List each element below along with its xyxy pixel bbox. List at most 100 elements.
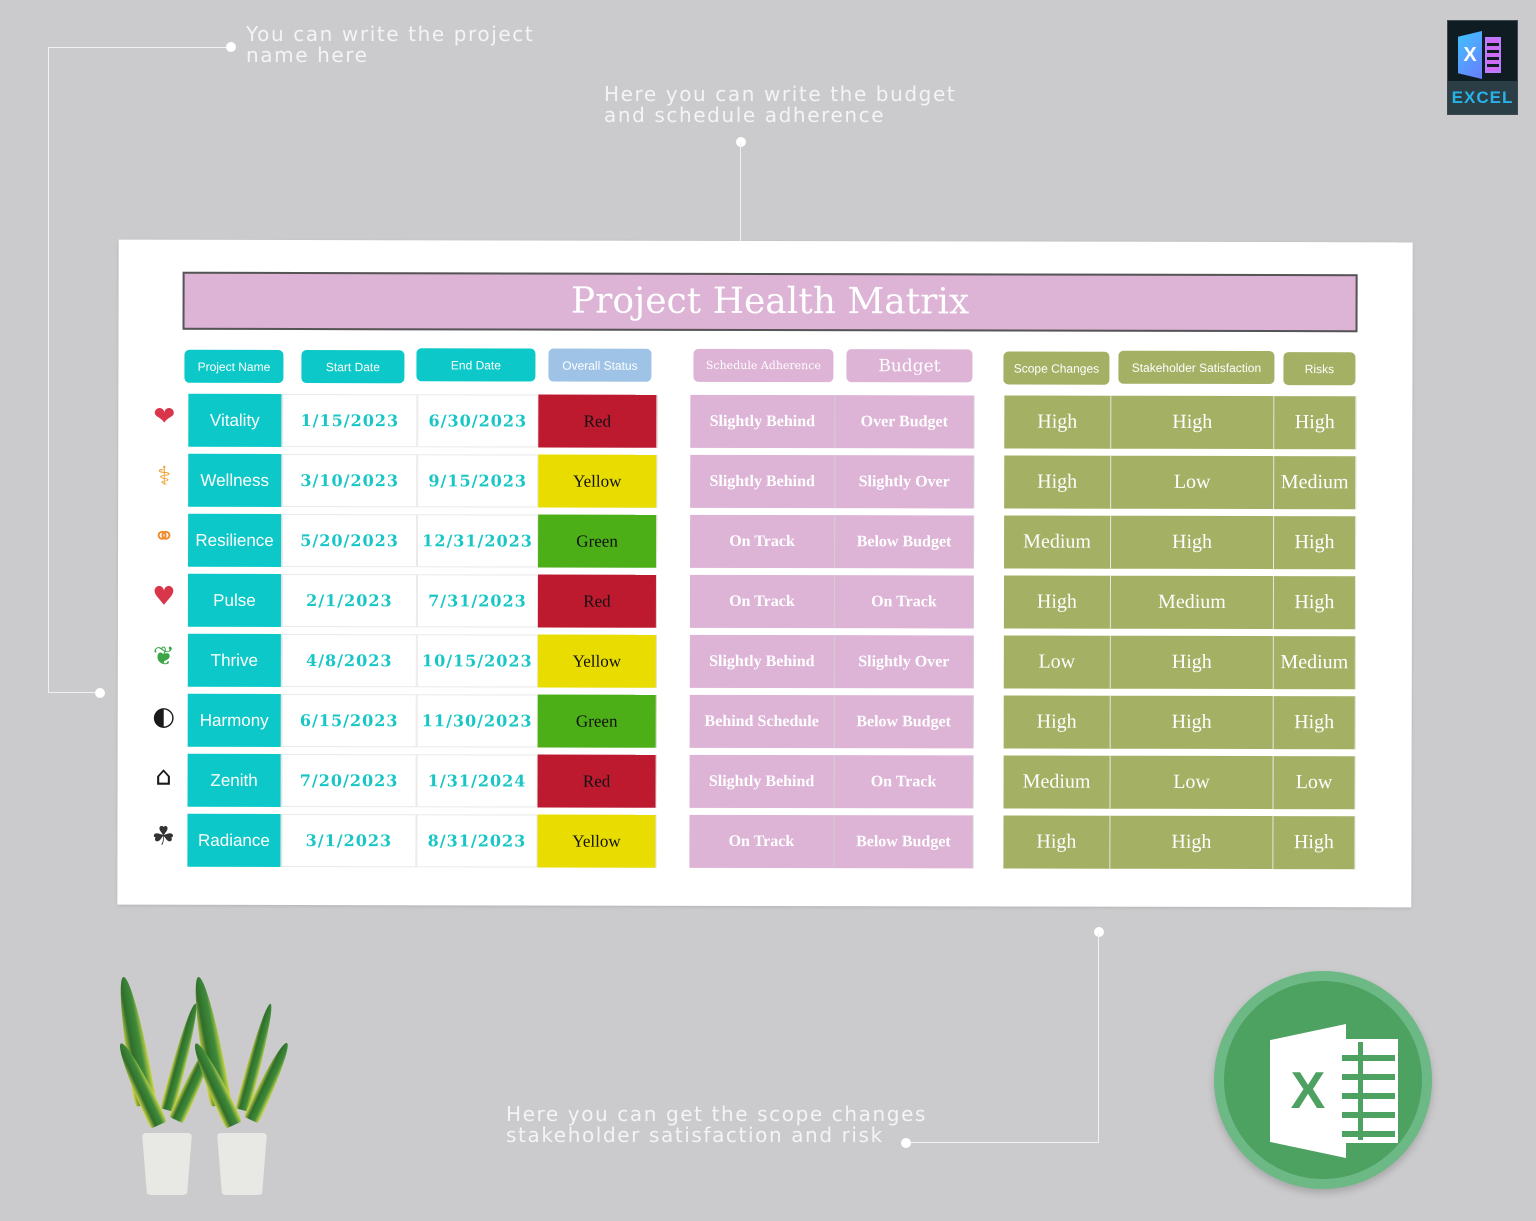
scope-changes-cell[interactable]: High xyxy=(1004,395,1112,449)
start-date-cell[interactable]: 5/20/2023 xyxy=(282,513,418,568)
project-name-cell[interactable]: Harmony xyxy=(187,693,282,747)
status-cell[interactable]: Green xyxy=(537,694,657,748)
schedule-adherence-cell[interactable]: Slightly Behind xyxy=(690,454,836,509)
status-cell[interactable]: Yellow xyxy=(538,454,658,508)
stakeholder-satisfaction-cell[interactable]: Low xyxy=(1110,755,1274,810)
schedule-adherence-cell[interactable]: On Track xyxy=(689,814,835,869)
budget-cell[interactable]: On Track xyxy=(834,755,974,809)
budget-cell[interactable]: Below Budget xyxy=(834,815,974,869)
risks-cell[interactable]: Low xyxy=(1273,756,1356,810)
start-date-cell[interactable]: 4/8/2023 xyxy=(281,633,417,688)
start-date-cell[interactable]: 7/20/2023 xyxy=(281,753,417,808)
budget-cell[interactable]: Below Budget xyxy=(834,695,974,749)
stakeholder-satisfaction-cell[interactable]: Medium xyxy=(1110,575,1274,630)
callout-dot xyxy=(736,137,746,147)
start-date-cell[interactable]: 2/1/2023 xyxy=(281,573,417,628)
risks-cell[interactable]: High xyxy=(1274,396,1357,450)
caring-hands-icon: ☘ xyxy=(151,821,176,852)
excel-logo-inner: X xyxy=(1224,981,1422,1179)
table-row: High High High xyxy=(1004,395,1357,450)
schedule-adherence-cell[interactable]: Behind Schedule xyxy=(689,694,835,749)
end-date-cell[interactable]: 7/31/2023 xyxy=(416,574,538,628)
scope-changes-cell[interactable]: Medium xyxy=(1004,515,1112,569)
budget-cell[interactable]: Slightly Over xyxy=(835,455,975,509)
header-schedule-adherence: Schedule Adherence xyxy=(693,348,834,383)
callout-line-project-name-v xyxy=(48,47,49,693)
schedule-adherence-cell[interactable]: Slightly Behind xyxy=(690,394,836,449)
risks-cell[interactable]: Medium xyxy=(1273,636,1356,690)
budget-cell[interactable]: On Track xyxy=(834,575,974,629)
end-date-cell[interactable]: 10/15/2023 xyxy=(416,634,538,688)
budget-cell[interactable]: Below Budget xyxy=(835,515,975,569)
header-overall-status: Overall Status xyxy=(548,348,652,382)
table-row: Vitality 1/15/2023 6/30/2023 Red xyxy=(188,393,658,448)
status-cell[interactable]: Red xyxy=(537,574,657,628)
project-name-cell[interactable]: Vitality xyxy=(188,393,283,447)
project-name-cell[interactable]: Thrive xyxy=(187,633,282,687)
project-info-table: Vitality 1/15/2023 6/30/2023 Red Wellness 3/1… xyxy=(187,393,658,875)
table-row: High High High xyxy=(1003,695,1356,750)
end-date-cell[interactable]: 8/31/2023 xyxy=(416,814,538,868)
scope-changes-cell[interactable]: Low xyxy=(1003,635,1111,689)
end-date-cell[interactable]: 11/30/2023 xyxy=(416,694,538,748)
risks-cell[interactable]: High xyxy=(1274,516,1357,570)
table-row: Harmony 6/15/2023 11/30/2023 Green xyxy=(187,693,657,748)
excel-badge-icon: X EXCEL xyxy=(1447,20,1518,115)
start-date-cell[interactable]: 1/15/2023 xyxy=(282,393,418,448)
project-name-cell[interactable]: Zenith xyxy=(187,753,282,807)
stakeholder-satisfaction-cell[interactable]: High xyxy=(1110,815,1274,870)
project-name-cell[interactable]: Radiance xyxy=(187,813,282,867)
project-name-cell[interactable]: Wellness xyxy=(188,453,283,507)
callout-line-scope-v xyxy=(1098,932,1099,1143)
project-name-cell[interactable]: Pulse xyxy=(187,573,282,627)
end-date-cell[interactable]: 6/30/2023 xyxy=(417,394,539,448)
scope-changes-cell[interactable]: High xyxy=(1003,695,1111,749)
schedule-adherence-cell[interactable]: On Track xyxy=(690,514,836,569)
hospital-bed-icon: ⌂ xyxy=(155,761,172,792)
end-date-cell[interactable]: 12/31/2023 xyxy=(417,514,539,568)
scope-changes-cell[interactable]: High xyxy=(1003,575,1111,629)
stakeholder-satisfaction-cell[interactable]: Low xyxy=(1111,455,1275,510)
stakeholder-satisfaction-cell[interactable]: High xyxy=(1110,695,1274,750)
risks-cell[interactable]: High xyxy=(1273,576,1356,630)
header-risks: Risks xyxy=(1283,352,1356,386)
schedule-adherence-cell[interactable]: Slightly Behind xyxy=(689,634,835,689)
schedule-adherence-cell[interactable]: On Track xyxy=(689,574,835,629)
excel-doc-glyph: X xyxy=(1458,31,1482,79)
risks-cell[interactable]: High xyxy=(1273,696,1356,750)
table-row: Behind Schedule Below Budget xyxy=(689,694,974,749)
risks-cell[interactable]: High xyxy=(1273,816,1356,870)
status-cell[interactable]: Yellow xyxy=(537,634,657,688)
excel-sheet-glyph xyxy=(1342,1039,1398,1143)
status-cell[interactable]: Red xyxy=(538,394,658,448)
header-label: Overall Status xyxy=(562,358,638,373)
header-label: Stakeholder Satisfaction xyxy=(1131,360,1262,375)
stakeholder-satisfaction-cell[interactable]: High xyxy=(1111,395,1275,450)
stakeholder-satisfaction-cell[interactable]: High xyxy=(1110,635,1274,690)
table-row: High Low Medium xyxy=(1004,455,1357,510)
status-cell[interactable]: Green xyxy=(538,514,658,568)
end-date-cell[interactable]: 1/31/2024 xyxy=(416,754,538,808)
callout-line-project-name-h2 xyxy=(48,692,100,693)
risks-cell[interactable]: Medium xyxy=(1274,456,1357,510)
budget-cell[interactable]: Over Budget xyxy=(835,395,975,449)
scope-changes-cell[interactable]: High xyxy=(1003,815,1111,869)
schedule-adherence-cell[interactable]: Slightly Behind xyxy=(689,754,835,809)
scope-changes-cell[interactable]: High xyxy=(1004,455,1112,509)
status-cell[interactable]: Yellow xyxy=(537,814,657,868)
plant-decoration xyxy=(185,965,295,1200)
header-budget: Budget xyxy=(846,349,973,383)
budget-cell[interactable]: Slightly Over xyxy=(834,635,974,689)
table-row: Radiance 3/1/2023 8/31/2023 Yellow xyxy=(187,813,657,868)
start-date-cell[interactable]: 3/10/2023 xyxy=(282,453,418,508)
project-name-cell[interactable]: Resilience xyxy=(188,513,283,567)
scope-changes-cell[interactable]: Medium xyxy=(1003,755,1111,809)
end-date-cell[interactable]: 9/15/2023 xyxy=(417,454,539,508)
callout-line-scope-h xyxy=(906,1142,1099,1143)
excel-badge-label: EXCEL xyxy=(1448,81,1517,114)
status-cell[interactable]: Red xyxy=(537,754,657,808)
start-date-cell[interactable]: 3/1/2023 xyxy=(281,813,417,868)
table-row: Thrive 4/8/2023 10/15/2023 Yellow xyxy=(187,633,657,688)
stakeholder-satisfaction-cell[interactable]: High xyxy=(1111,515,1275,570)
start-date-cell[interactable]: 6/15/2023 xyxy=(281,693,417,748)
